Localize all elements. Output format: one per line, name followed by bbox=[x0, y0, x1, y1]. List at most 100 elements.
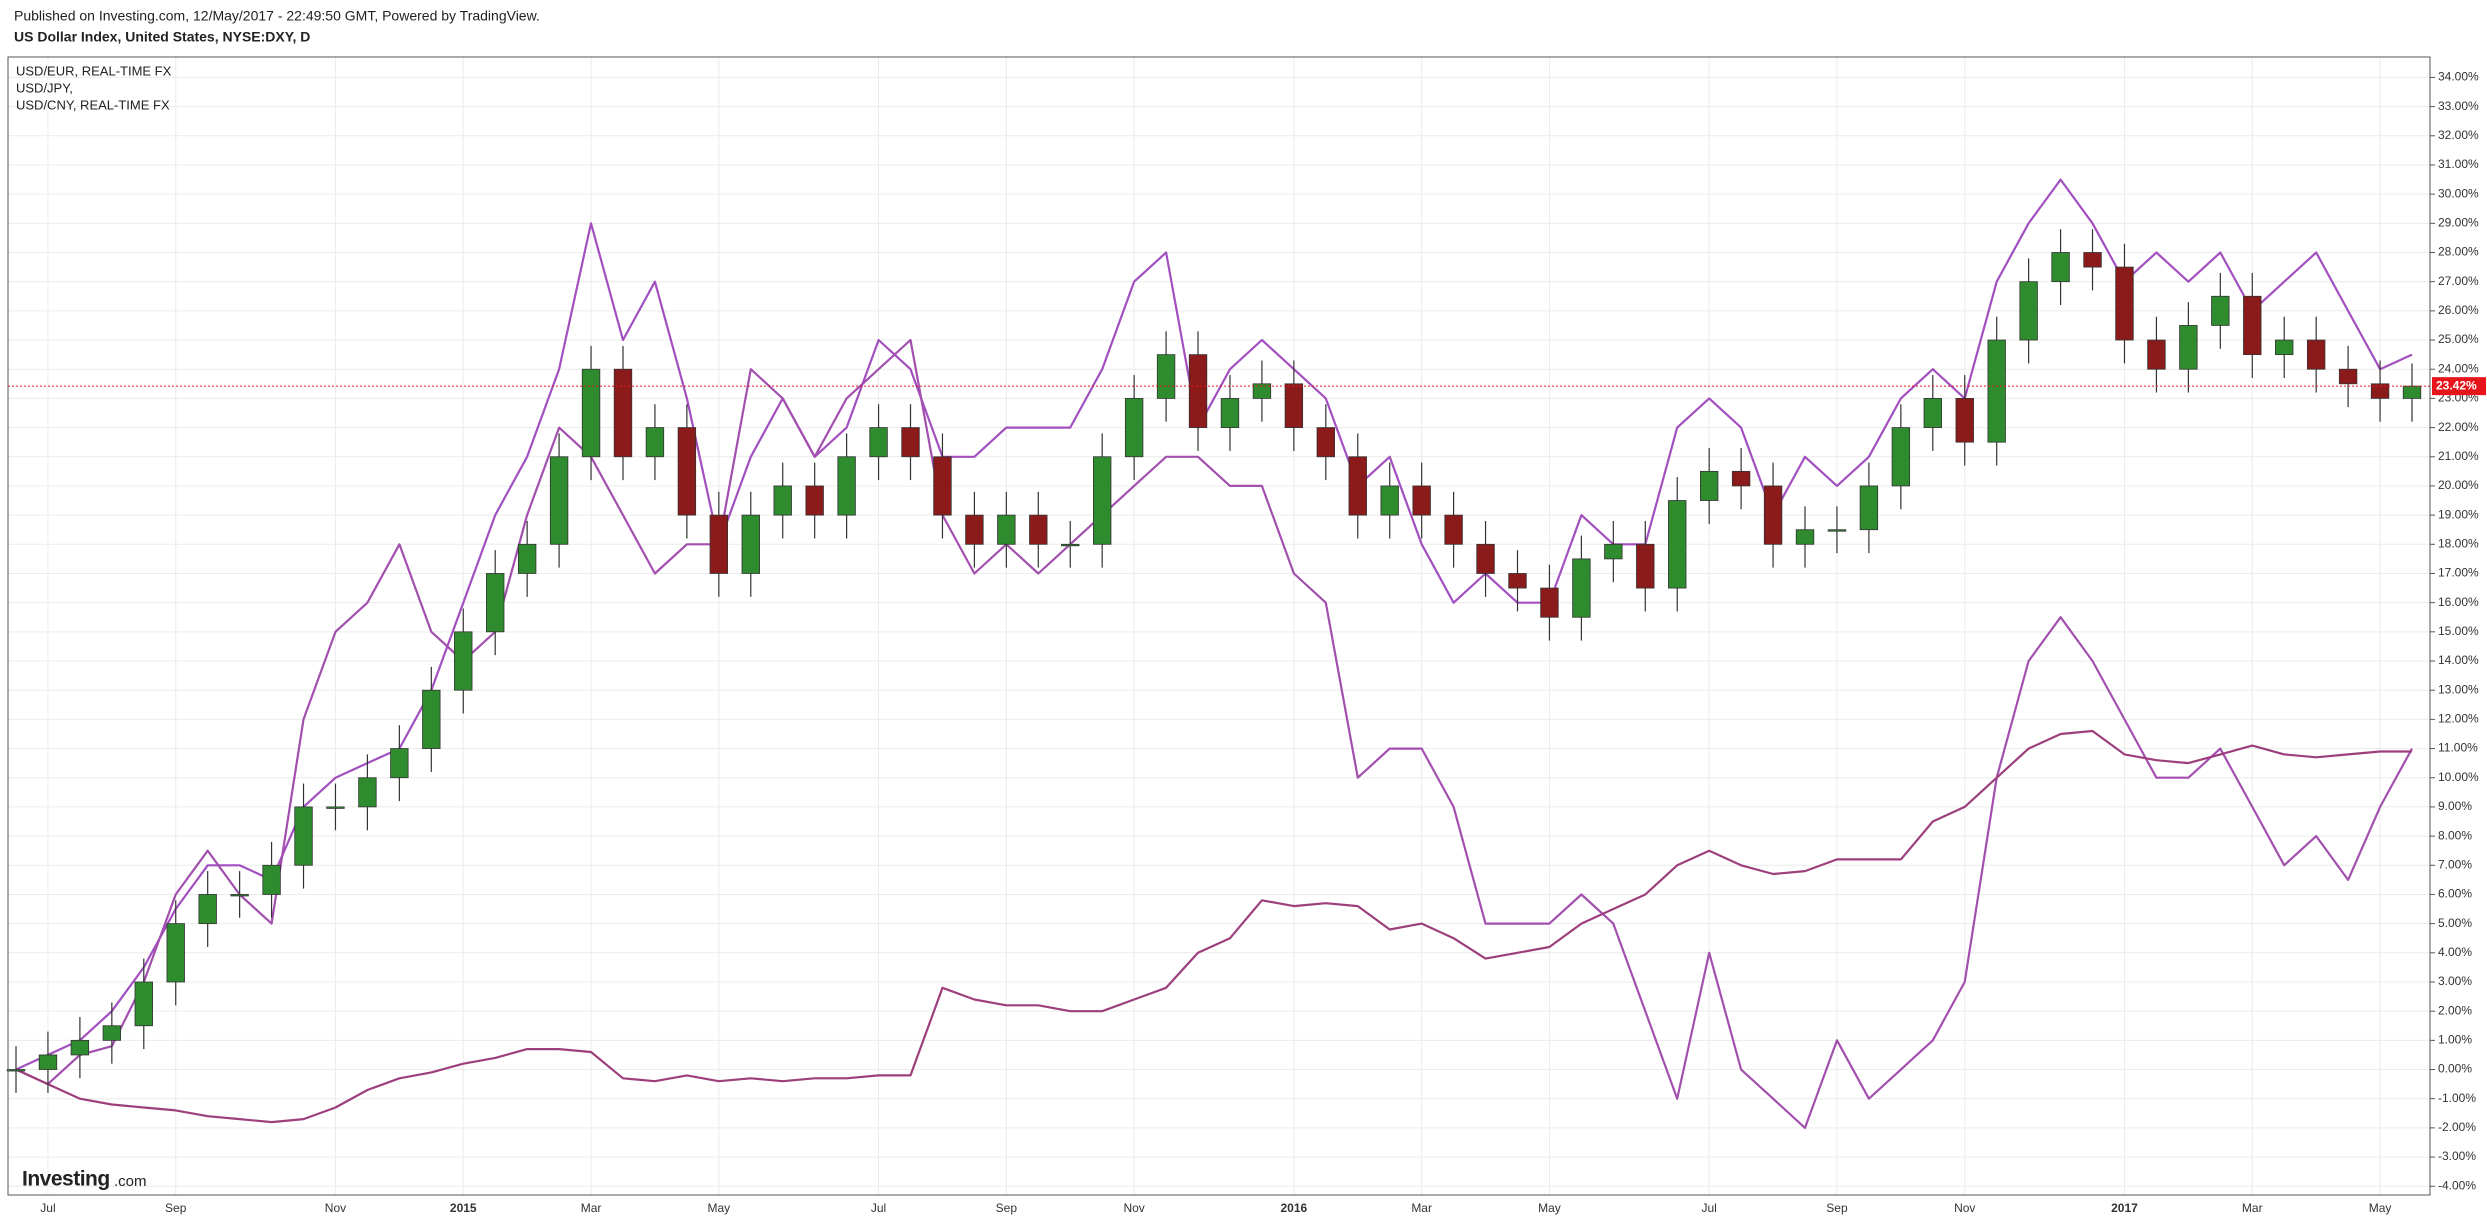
candle-body bbox=[1412, 485, 1431, 516]
candle-body bbox=[454, 631, 473, 691]
y-tick-label: 19.00% bbox=[2438, 507, 2479, 521]
candle-body bbox=[2179, 325, 2198, 370]
candle-body bbox=[1668, 500, 1687, 589]
y-tick-label: -1.00% bbox=[2438, 1091, 2476, 1105]
axis: -4.00% -3.00% -2.00% -1.00% 0.00% 1.00% 2.00% 3… bbox=[8, 70, 2486, 1215]
candle-body bbox=[198, 894, 217, 925]
last-value-badge bbox=[2432, 377, 2486, 396]
published-note: Published on Investing.com, 12/May/2017 … bbox=[14, 8, 540, 24]
y-tick-label: 29.00% bbox=[2438, 215, 2479, 229]
logo: Investing .com bbox=[22, 1168, 147, 1191]
candle-body bbox=[1061, 543, 1080, 547]
y-tick-label: -4.00% bbox=[2438, 1178, 2476, 1192]
candle-body bbox=[1731, 470, 1751, 487]
y-tick-label: 30.00% bbox=[2438, 186, 2479, 200]
y-tick-label: 18.00% bbox=[2438, 536, 2479, 550]
candle-body bbox=[2051, 252, 2070, 283]
y-tick-label: -3.00% bbox=[2438, 1149, 2476, 1163]
x-tick-label: 2016 bbox=[1281, 1201, 1308, 1215]
candle-body bbox=[1891, 427, 1911, 487]
chart-symbol: US Dollar Index, United States, NYSE:DXY… bbox=[14, 29, 310, 45]
y-tick-label: 10.00% bbox=[2438, 770, 2479, 784]
candle-body bbox=[1476, 543, 1495, 574]
candle-body bbox=[1380, 485, 1399, 516]
candle-body bbox=[70, 1039, 90, 1056]
x-tick-label: May bbox=[1538, 1201, 1561, 1215]
candle-body bbox=[1252, 383, 1272, 399]
x-tick-label: 2015 bbox=[450, 1201, 477, 1215]
candle-body bbox=[166, 923, 185, 983]
candle-body bbox=[2338, 368, 2358, 385]
x-tick-label: Mar bbox=[2242, 1201, 2263, 1215]
y-tick-label: 25.00% bbox=[2438, 332, 2479, 346]
candle-body bbox=[6, 1069, 26, 1072]
candle-body bbox=[1284, 383, 1304, 428]
x-tick-label: Nov bbox=[1954, 1201, 1975, 1215]
x-tick-label: May bbox=[2369, 1201, 2392, 1215]
y-tick-label: 2.00% bbox=[2438, 1003, 2472, 1017]
candle-body bbox=[997, 514, 1016, 545]
candle-body bbox=[517, 543, 537, 574]
candle-body bbox=[390, 748, 409, 779]
candle-body bbox=[2019, 281, 2038, 341]
candle-body bbox=[2243, 295, 2262, 356]
y-tick-label: 7.00% bbox=[2438, 857, 2472, 871]
candle-body bbox=[2370, 383, 2390, 399]
candle-body bbox=[1220, 397, 1240, 428]
candle-body bbox=[1795, 529, 1815, 545]
y-tick-label: 5.00% bbox=[2438, 916, 2472, 930]
y-tick-label: 33.00% bbox=[2438, 99, 2479, 113]
candle-body bbox=[486, 573, 505, 633]
candle-body bbox=[2115, 266, 2134, 341]
candle-body bbox=[1029, 514, 1048, 545]
y-tick-label: 6.00% bbox=[2438, 887, 2472, 901]
x-tick-label: May bbox=[707, 1201, 730, 1215]
logo-name: Investing bbox=[22, 1168, 110, 1191]
series-line bbox=[15, 178, 2413, 1071]
candle-body bbox=[2211, 295, 2230, 326]
candle-body bbox=[549, 456, 569, 545]
y-tick-label: 8.00% bbox=[2438, 828, 2472, 842]
candle-body bbox=[1604, 543, 1623, 560]
candle-body bbox=[1156, 354, 1176, 399]
comparison-lines bbox=[15, 178, 2413, 1129]
y-tick-label: 4.00% bbox=[2438, 945, 2472, 959]
y-tick-label: -2.00% bbox=[2438, 1120, 2476, 1134]
x-tick-label: Jul bbox=[1702, 1201, 1717, 1215]
candle-body bbox=[1316, 427, 1335, 458]
legend-label: USD/CNY, REAL-TIME FX bbox=[16, 97, 170, 112]
x-tick-label: Mar bbox=[581, 1201, 602, 1215]
candle-body bbox=[134, 981, 153, 1027]
candle-body bbox=[805, 485, 824, 516]
candle-body bbox=[38, 1054, 58, 1070]
candle-body bbox=[1827, 529, 1847, 532]
candle-body bbox=[326, 806, 345, 809]
y-tick-label: 24.00% bbox=[2438, 361, 2479, 375]
candle-body bbox=[613, 368, 633, 458]
candle-body bbox=[2306, 339, 2326, 370]
candle-body bbox=[2402, 385, 2422, 399]
y-tick-label: 14.00% bbox=[2438, 653, 2479, 667]
candle-body bbox=[2275, 339, 2294, 356]
candle-body bbox=[1987, 339, 2006, 443]
y-tick-label: 27.00% bbox=[2438, 274, 2479, 288]
legend-label: USD/JPY, bbox=[16, 80, 73, 95]
candle-body bbox=[262, 864, 281, 895]
candle-body bbox=[1444, 514, 1463, 545]
y-tick-label: 9.00% bbox=[2438, 799, 2472, 813]
candle-body bbox=[581, 368, 601, 458]
candle-body bbox=[1636, 543, 1655, 589]
legend-label: USD/EUR, REAL-TIME FX bbox=[16, 63, 172, 78]
y-tick-label: 12.00% bbox=[2438, 712, 2479, 726]
candle-body bbox=[294, 806, 313, 866]
candle-body bbox=[1955, 397, 1974, 443]
y-tick-label: 15.00% bbox=[2438, 624, 2479, 638]
candle-body bbox=[677, 427, 697, 516]
candle-body bbox=[869, 427, 888, 458]
y-tick-label: 16.00% bbox=[2438, 595, 2479, 609]
x-tick-label: Jul bbox=[871, 1201, 886, 1215]
logo-suffix: .com bbox=[114, 1173, 147, 1190]
candle-body bbox=[1093, 456, 1112, 545]
y-tick-label: 32.00% bbox=[2438, 128, 2479, 142]
